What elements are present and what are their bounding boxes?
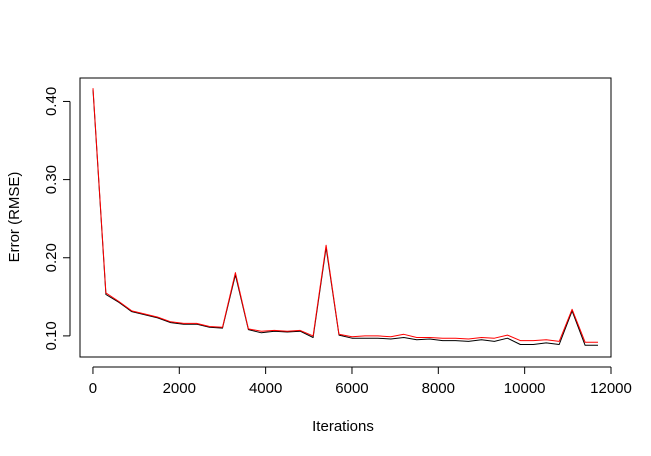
x-axis: 0 2000 4000 6000 8000 10000 12000 <box>89 366 632 397</box>
x-tick-label: 6000 <box>335 380 368 397</box>
plot-frame <box>79 77 612 358</box>
y-axis: 0.10 0.20 0.30 0.40 <box>43 87 71 351</box>
series-layer <box>92 88 598 346</box>
x-tick-label: 2000 <box>163 380 196 397</box>
x-tick-label: 12000 <box>590 380 632 397</box>
series-line-2 <box>92 88 598 343</box>
x-tick-label: 8000 <box>422 380 455 397</box>
x-tick-label: 10000 <box>504 380 546 397</box>
x-tick-label: 4000 <box>249 380 282 397</box>
series-line-1 <box>92 89 598 346</box>
y-tick-label: 0.30 <box>43 165 60 194</box>
y-tick-label: 0.40 <box>43 87 60 116</box>
x-axis-title: Iterations <box>312 418 374 435</box>
y-tick-label: 0.10 <box>43 321 60 350</box>
x-tick-label: 0 <box>89 380 97 397</box>
y-axis-title: Error (RMSE) <box>6 172 23 263</box>
y-tick-label: 0.20 <box>43 243 60 272</box>
